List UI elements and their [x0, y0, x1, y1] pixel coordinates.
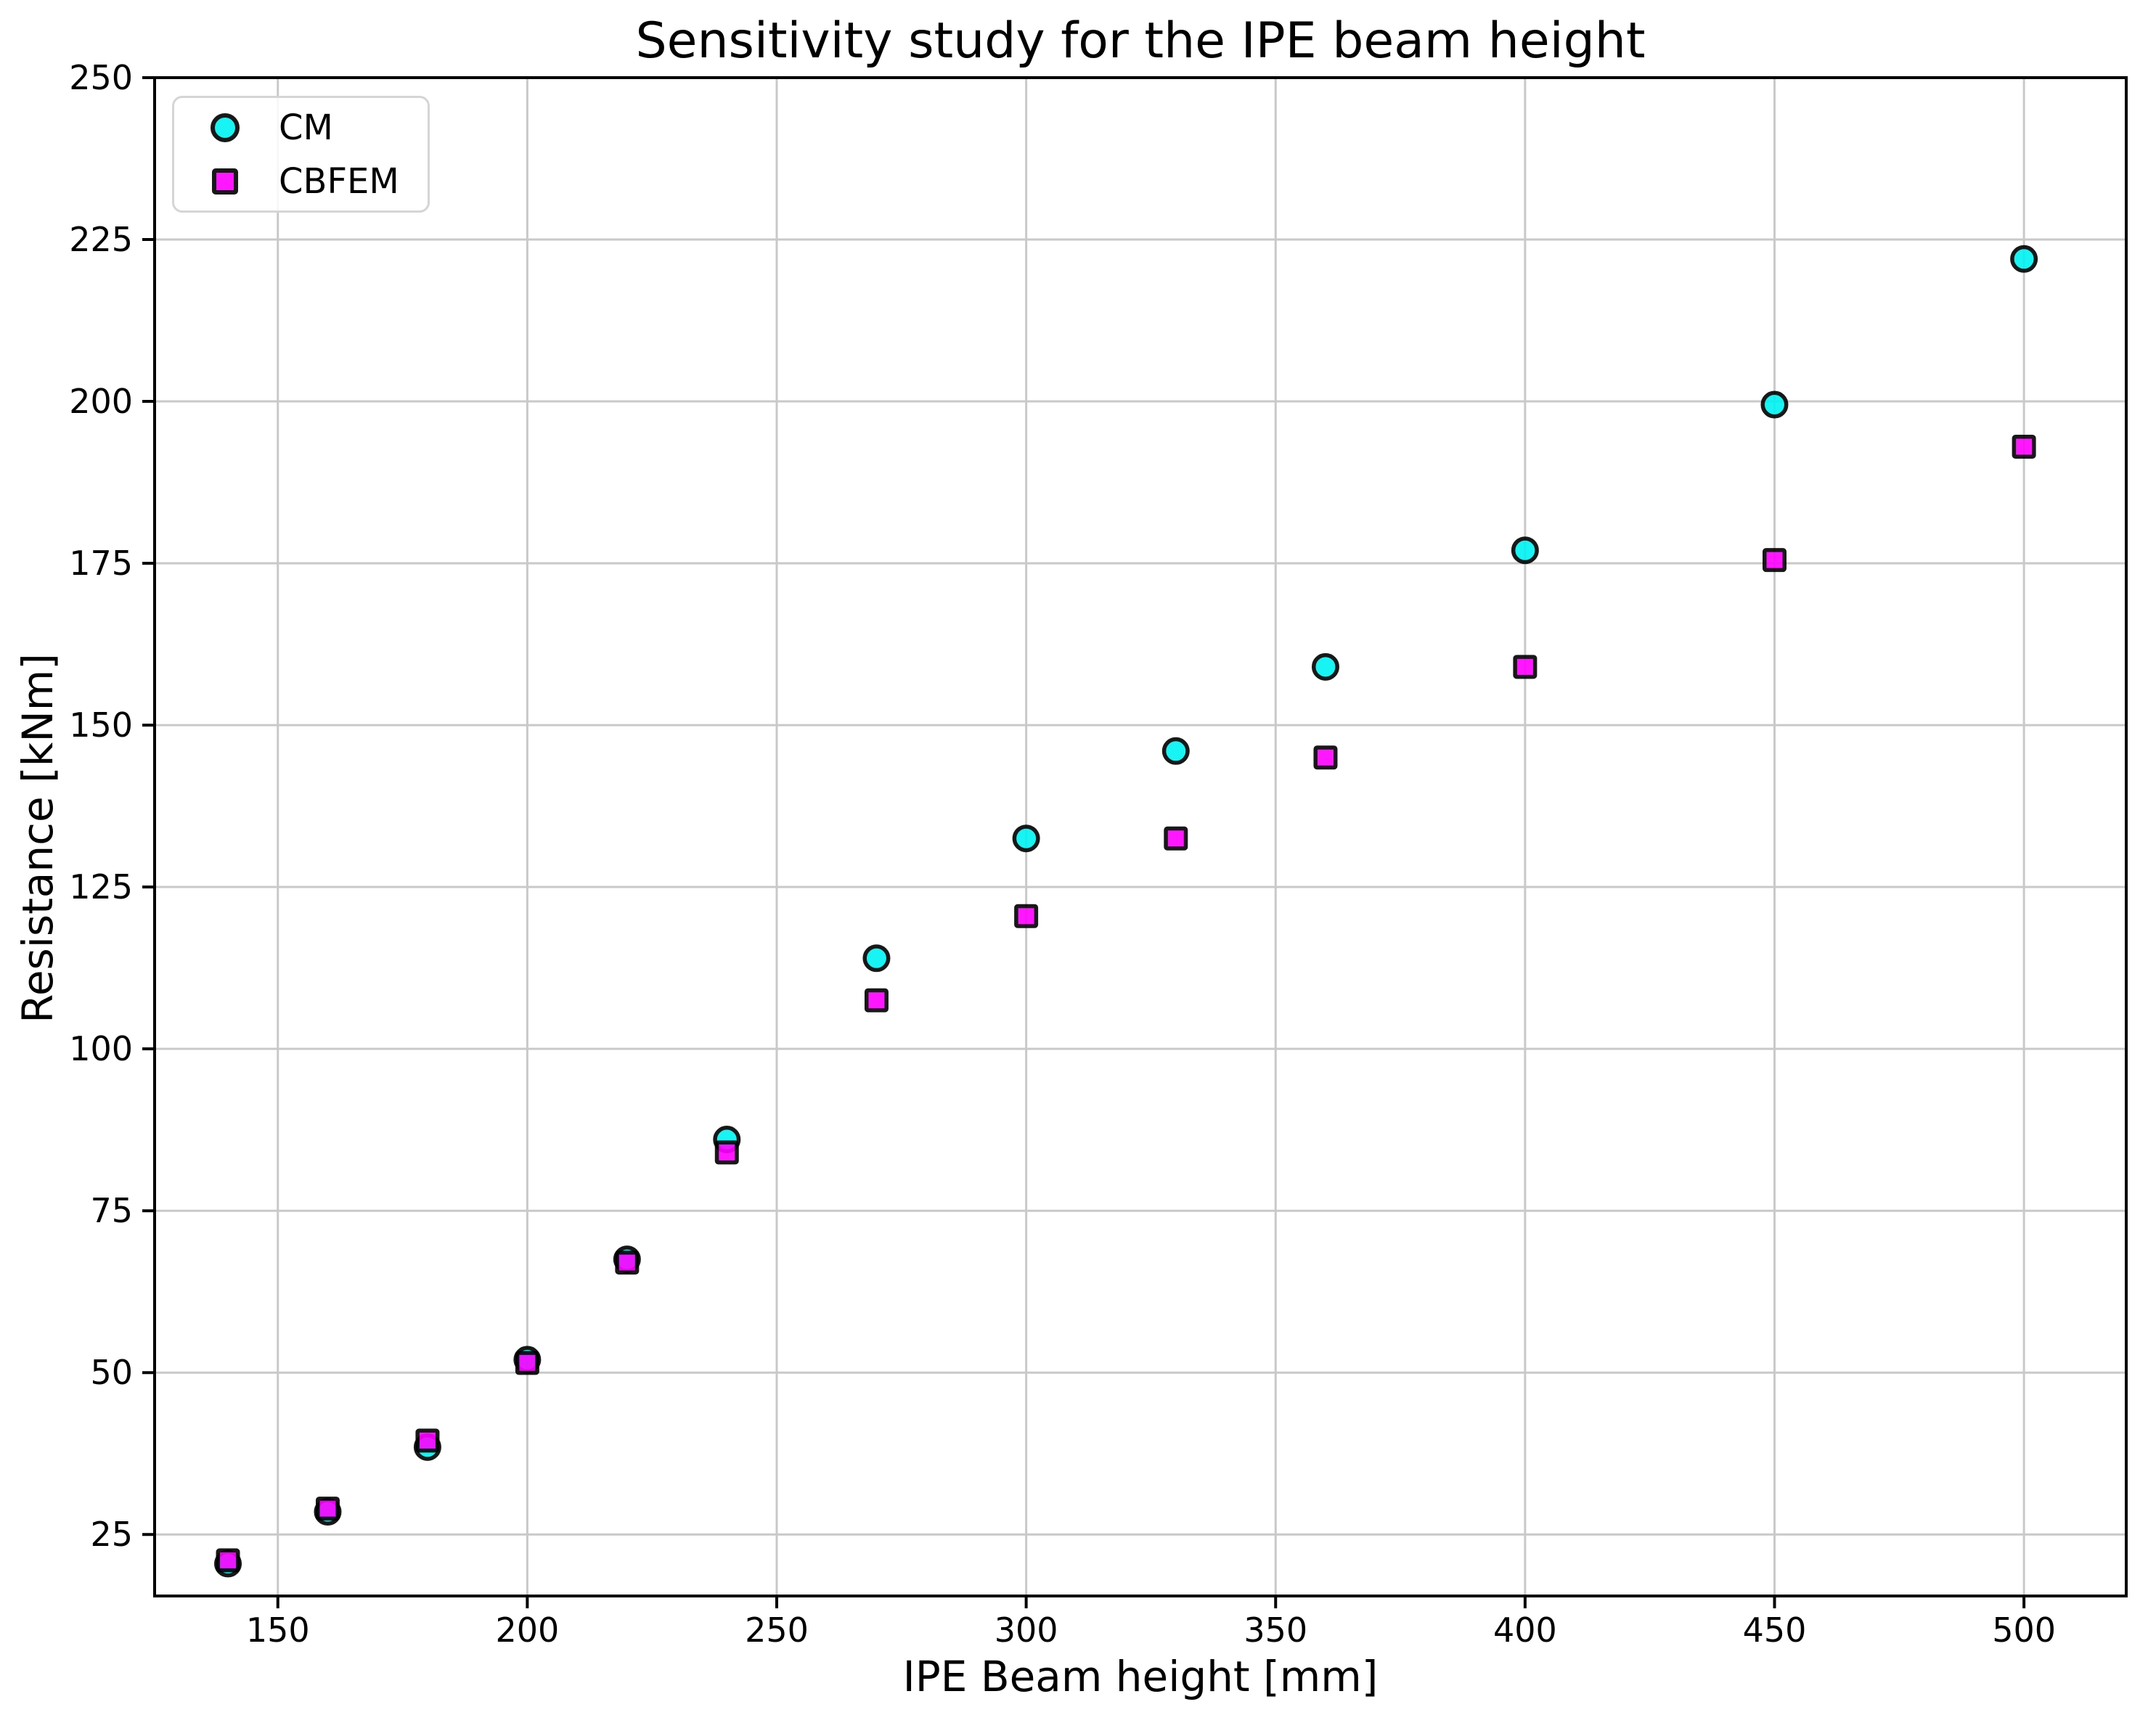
y-tick-label-150: 150 — [69, 705, 133, 745]
x-tick-label-400: 400 — [1493, 1611, 1557, 1650]
x-tick-label-450: 450 — [1743, 1611, 1807, 1650]
x-tick-label-250: 250 — [745, 1611, 809, 1650]
axes-frame — [153, 76, 2128, 1597]
cm-marker-500 — [2010, 245, 2038, 273]
x-tick-label-200: 200 — [495, 1611, 559, 1650]
y-tick-label-125: 125 — [69, 867, 133, 906]
y-tick-label-50: 50 — [90, 1353, 133, 1392]
cbfem-marker-400 — [1513, 655, 1538, 679]
y-tick-label-100: 100 — [69, 1029, 133, 1068]
legend-label-cm: CM — [279, 107, 333, 148]
y-tick-label-225: 225 — [69, 220, 133, 259]
cbfem-marker-270 — [864, 988, 889, 1012]
x-tick-label-350: 350 — [1244, 1611, 1307, 1650]
y-tick-label-25: 25 — [90, 1515, 133, 1554]
cbfem-marker-200 — [515, 1351, 539, 1375]
cm-marker-300 — [1012, 824, 1040, 853]
legend-item-cm: CM — [209, 101, 428, 155]
cbfem-marker-140 — [216, 1548, 240, 1573]
y-tick-label-250: 250 — [69, 58, 133, 97]
cbfem-marker-300 — [1014, 904, 1039, 928]
cm-marker-330 — [1161, 737, 1190, 765]
chart-title: Sensitivity study for the IPE beam heigh… — [635, 12, 1646, 70]
y-tick-label-200: 200 — [69, 382, 133, 421]
legend-item-cbfem: CBFEM — [209, 155, 428, 208]
x-axis-label: IPE Beam height [mm] — [902, 1652, 1379, 1701]
cbfem-marker-450 — [1762, 548, 1787, 573]
cbfem-marker-330 — [1164, 826, 1188, 851]
cbfem-marker-500 — [2012, 435, 2036, 459]
cbfem-marker-180 — [415, 1428, 440, 1453]
cm-marker-270 — [862, 944, 891, 973]
cbfem-marker-360 — [1313, 745, 1338, 770]
cm-circle-marker-icon — [211, 112, 240, 142]
cbfem-marker-220 — [615, 1251, 640, 1275]
x-tick-label-150: 150 — [246, 1611, 310, 1650]
y-tick-label-75: 75 — [90, 1191, 133, 1230]
cbfem-marker-160 — [315, 1497, 340, 1521]
y-tick-label-175: 175 — [69, 544, 133, 583]
legend: CM CBFEM — [172, 96, 430, 213]
cbfem-square-marker-icon — [212, 168, 238, 195]
y-axis-label: Resistance [kNm] — [13, 653, 62, 1023]
legend-label-cbfem: CBFEM — [279, 160, 399, 202]
cm-marker-360 — [1311, 652, 1339, 681]
cm-marker-400 — [1511, 536, 1539, 565]
cbfem-marker-240 — [714, 1140, 739, 1165]
x-tick-label-500: 500 — [1992, 1611, 2056, 1650]
cm-marker-450 — [1760, 390, 1789, 419]
x-tick-label-300: 300 — [995, 1611, 1058, 1650]
